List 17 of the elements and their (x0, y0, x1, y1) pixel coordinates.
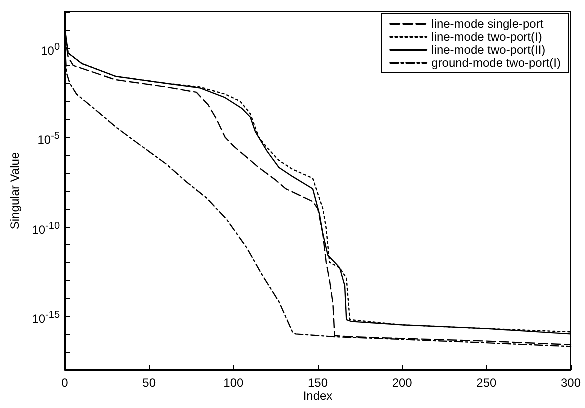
x-tick-label: 300 (560, 375, 582, 391)
legend-label: line-mode two-port(II) (432, 43, 546, 57)
y-tick-label: 10$^{-5}$ (38, 130, 60, 148)
legend-label: ground-mode two-port(I) (432, 56, 562, 70)
x-tick-label: 250 (476, 375, 498, 391)
y-tick-label: 10$^{0}$ (41, 40, 60, 58)
x-tick-label: 200 (391, 375, 414, 391)
legend-label: line-mode single-port (432, 17, 544, 31)
y-tick-label: 10$^{-10}$ (32, 220, 60, 237)
x-tick-label: 0 (60, 375, 70, 391)
x-tick-label: 100 (222, 375, 245, 391)
y-tick-label: 10$^{-15}$ (32, 309, 60, 326)
x-tick-label: 150 (306, 375, 330, 391)
legend-label: line-mode two-port(I) (432, 30, 542, 44)
x-tick-label: 50 (142, 375, 157, 391)
y-axis-title: Singular Value (8, 152, 22, 230)
x-axis-title: Index (303, 389, 333, 403)
